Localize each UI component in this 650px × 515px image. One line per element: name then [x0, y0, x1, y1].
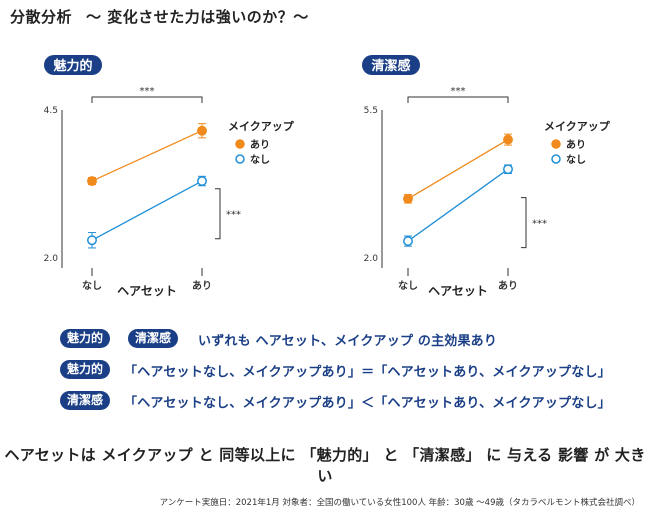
chart2-xtick-0: なし [398, 280, 418, 292]
chart1-bracket-top [91, 96, 203, 103]
chart1-title-badge [44, 55, 102, 75]
chart2-bracket-right [521, 197, 527, 249]
chart1-xtick-1: あり [192, 279, 212, 292]
chart2-point-makeup-yes-0 [403, 193, 413, 204]
survey-footnote: アンケート実施日：2021年1月 対象者：全国の働いている女性100人 年齢：3… [159, 498, 640, 508]
title-main: 分散分析 [10, 8, 73, 26]
chart1-line-makeup-yes [91, 130, 203, 182]
chart2-bracket-top [407, 96, 509, 103]
badge-cleanliness: 清潔感 [128, 329, 179, 348]
chart2-legend-title: メイクアップ [544, 119, 611, 133]
summary-statement: ヘアセットは メイクアップ と 同等以上に 「魅力的」 と 「清潔感」 に 与え… [4, 446, 646, 485]
chart1-sig-right: *** [226, 210, 241, 221]
chart1-xlabel: ヘアセット [117, 284, 177, 298]
chart1-legend-label-1: なし [250, 154, 270, 166]
badge-attractive: 魅力的 [60, 329, 111, 348]
chart2-sig-top: *** [451, 86, 466, 97]
chart1-legend-label-0: あり [250, 138, 270, 151]
chart2-legend-marker-0 [551, 139, 561, 149]
chart1-point-makeup-yes-0 [87, 176, 97, 186]
chart2-point-makeup-no-1 [503, 164, 513, 175]
chart1-xtick-0: なし [82, 280, 102, 292]
chart2-ytick-top: 5.5 [364, 106, 378, 116]
chart2-legend-label-0: あり [566, 138, 586, 151]
chart1-ytick-bottom: 2.0 [44, 254, 59, 264]
chart2-title: 清潔感 [371, 58, 410, 74]
chart1-legend-title: メイクアップ [228, 119, 295, 133]
chart2-point-makeup-yes-1 [503, 134, 513, 145]
chart1-bracket-right [215, 188, 221, 240]
chart1-point-makeup-no-0 [87, 235, 97, 246]
chart1-sig-top: *** [140, 86, 155, 97]
badge-cleanliness-2: 清潔感 [60, 391, 111, 410]
title-subtitle: 〜 変化させた力は強いのか？〜 [86, 8, 309, 26]
chart1-legend-marker-0 [235, 139, 245, 149]
chart2-ytick-bottom: 2.0 [364, 254, 379, 264]
chart2-line-makeup-yes [407, 139, 509, 200]
chart1-legend-marker-1 [235, 154, 245, 164]
conclusion-cleanliness: 「ヘアセットなし、メイクアップあり」＜「ヘアセットあり、メイクアップなし」 [124, 396, 611, 411]
chart2-xlabel: ヘアセット [428, 284, 488, 298]
chart2-title-badge [362, 55, 420, 75]
badge-attractive-2: 魅力的 [60, 360, 111, 379]
chart2-legend-label-1: なし [566, 154, 586, 166]
conclusion-attractive: 「ヘアセットなし、メイクアップあり」＝「ヘアセットあり、メイクアップなし」 [124, 365, 611, 380]
chart2-line-makeup-no [407, 168, 509, 242]
chart1-title: 魅力的 [53, 58, 92, 74]
chart1-line-makeup-no [91, 180, 203, 241]
conclusion-main-effects: いずれも ヘアセット、メイクアップ の主効果あり [198, 334, 498, 349]
chart1-ytick-top: 4.5 [44, 106, 58, 116]
chart1-point-makeup-yes-1 [197, 125, 207, 136]
chart1-point-makeup-no-1 [197, 176, 207, 186]
chart2-legend-marker-1 [551, 154, 561, 164]
chart2-point-makeup-no-0 [403, 236, 413, 247]
page-title: 分散分析〜 変化させた力は強いのか？〜 [10, 6, 309, 27]
chart2-sig-right: *** [532, 219, 547, 230]
chart2-xtick-1: あり [498, 279, 518, 292]
